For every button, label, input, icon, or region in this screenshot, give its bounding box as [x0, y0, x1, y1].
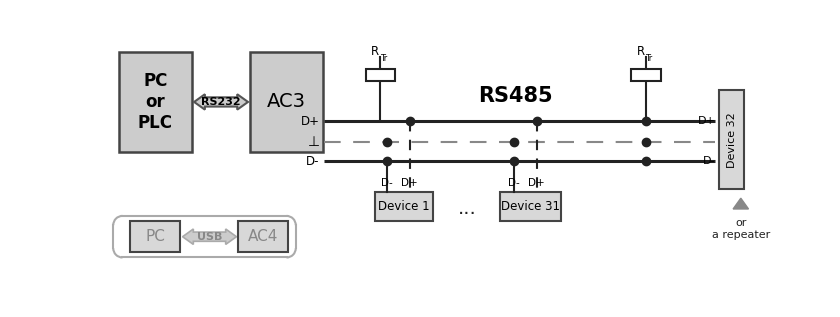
Text: Device 32: Device 32: [727, 112, 737, 168]
Text: RS485: RS485: [478, 86, 553, 106]
Text: R: R: [370, 45, 379, 58]
Text: or
a repeater: or a repeater: [711, 218, 770, 240]
Text: Tr: Tr: [380, 54, 387, 63]
Polygon shape: [194, 94, 248, 110]
Text: Device 1: Device 1: [378, 200, 430, 213]
Text: D+: D+: [301, 115, 320, 128]
Text: D-: D-: [306, 155, 320, 168]
Text: Device 31: Device 31: [501, 200, 560, 213]
Bar: [500, 192, 561, 221]
Text: D-: D-: [381, 178, 392, 188]
Text: R: R: [637, 45, 644, 58]
Bar: [366, 69, 395, 81]
Text: ...: ...: [458, 199, 477, 218]
Text: D-: D-: [508, 178, 519, 188]
Bar: [249, 52, 323, 152]
Bar: [238, 221, 288, 252]
Bar: [375, 192, 433, 221]
Text: AC4: AC4: [248, 229, 278, 244]
Polygon shape: [182, 229, 237, 244]
Text: AC3: AC3: [266, 93, 306, 112]
Text: D+: D+: [528, 178, 545, 188]
Text: USB: USB: [197, 232, 223, 242]
Text: ⊥: ⊥: [307, 135, 320, 149]
Text: PC
or
PLC: PC or PLC: [138, 72, 173, 132]
Bar: [719, 90, 744, 189]
Text: D+: D+: [697, 116, 716, 126]
Text: Tr: Tr: [645, 54, 653, 63]
Bar: [632, 69, 661, 81]
Bar: [118, 52, 192, 152]
Polygon shape: [733, 198, 748, 209]
Text: D+: D+: [402, 178, 418, 188]
Bar: [130, 221, 181, 252]
Text: RS232: RS232: [202, 97, 241, 107]
Text: D-: D-: [703, 156, 716, 166]
Text: PC: PC: [145, 229, 165, 244]
